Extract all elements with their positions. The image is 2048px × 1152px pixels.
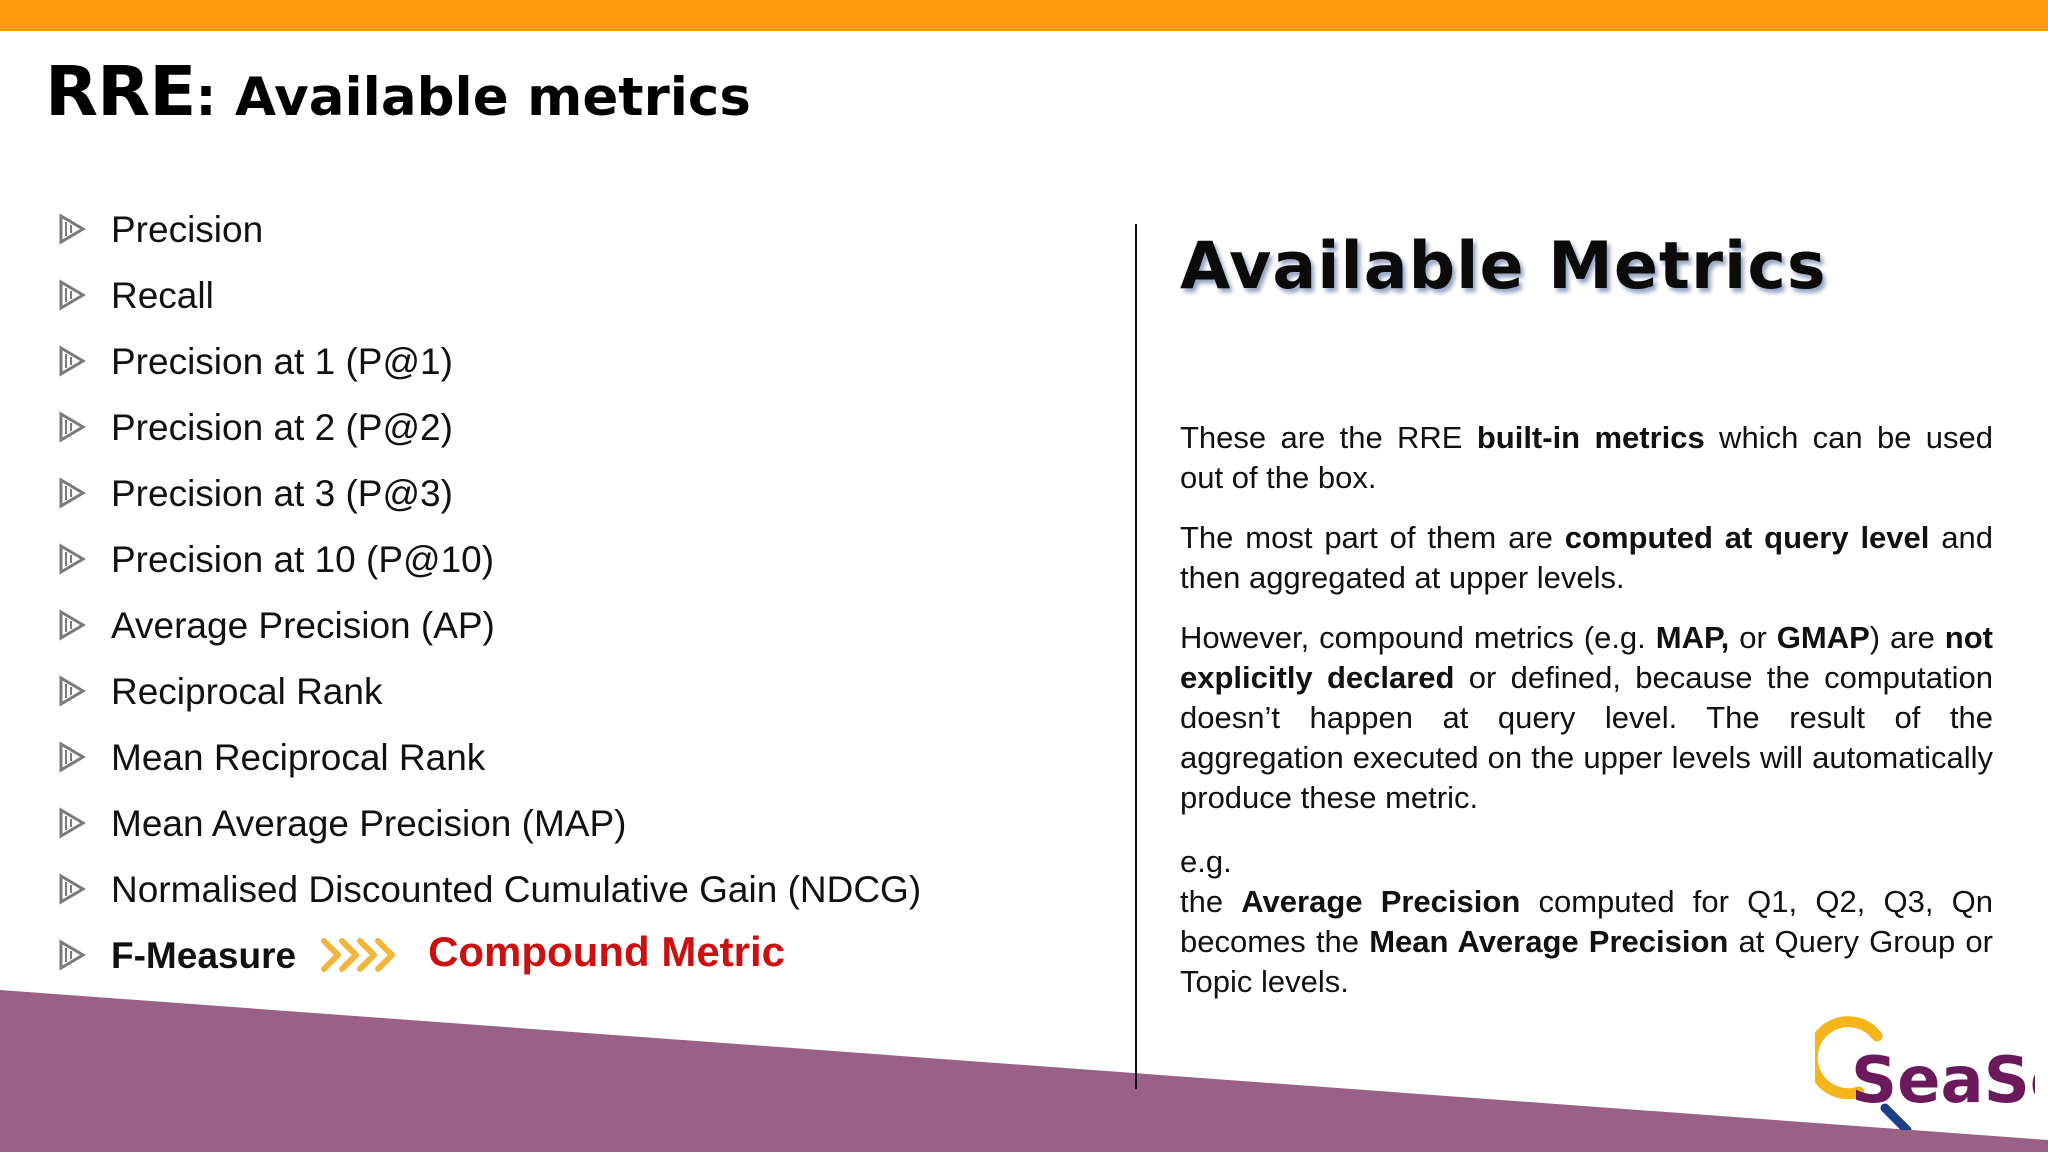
triangle-bullet-icon	[59, 609, 86, 641]
bold-text-run: Average Precision	[1241, 884, 1521, 919]
list-item: Average Precision (AP)	[58, 592, 921, 658]
metric-label: Precision at 10 (P@10)	[111, 538, 495, 580]
text-run: The most part of them are	[1180, 520, 1565, 555]
triangle-bullet-icon	[59, 543, 86, 575]
metric-label: F-Measure	[111, 934, 297, 976]
text-run: or defined, because the computation does…	[1180, 660, 1993, 815]
metric-label: Precision at 1 (P@1)	[111, 340, 453, 382]
top-accent-bar	[0, 0, 2048, 31]
metric-label: Reciprocal Rank	[111, 670, 383, 712]
slide-title-main: RRE	[45, 52, 196, 132]
metric-label: Precision at 3 (P@3)	[111, 472, 453, 514]
slide-title: RRE: Available metrics	[45, 58, 751, 127]
list-item: Precision at 3 (P@3)	[58, 460, 921, 526]
metric-label: Mean Average Precision (MAP)	[111, 802, 627, 844]
list-item: Reciprocal Rank	[58, 658, 921, 724]
metric-list: Precision Recall Precision at 1 (P@1)	[58, 196, 921, 988]
text-run: and then aggregated at upper levels.	[1180, 520, 1993, 595]
text-run: ) are	[1869, 620, 1945, 655]
metric-label: Normalised Discounted Cumulative Gain (N…	[111, 868, 922, 910]
metric-label: Precision	[111, 208, 264, 250]
bold-text-run: Mean Average Precision	[1369, 924, 1729, 959]
metric-label: Average Precision (AP)	[111, 604, 495, 646]
triangle-bullet-icon	[59, 477, 86, 509]
list-item: Precision at 10 (P@10)	[58, 526, 921, 592]
panel-paragraph-2: The most part of them are computed at qu…	[1180, 518, 1993, 598]
bold-text-run: MAP,	[1655, 620, 1730, 655]
triangle-bullet-icon	[59, 675, 86, 707]
triangle-bullet-icon	[59, 279, 86, 311]
triangle-bullet-icon	[59, 213, 86, 245]
eg-label: e.g.	[1180, 844, 1232, 879]
list-item: Precision at 2 (P@2)	[58, 394, 921, 460]
panel-heading: Available Metrics	[1180, 229, 1827, 304]
list-item: Mean Average Precision (MAP)	[58, 790, 921, 856]
text-run: at Query Group or Topic levels.	[1180, 924, 1993, 999]
text-run: the	[1180, 884, 1242, 919]
bold-text-run: not explicitly declared	[1180, 620, 1993, 695]
vertical-divider	[1135, 224, 1137, 1089]
bold-text-run: built-in metrics	[1476, 420, 1705, 455]
list-item: Precision	[58, 196, 921, 262]
list-item: Precision at 1 (P@1)	[58, 328, 921, 394]
triangle-bullet-icon	[59, 873, 86, 905]
metric-label: Recall	[111, 274, 214, 316]
compound-metric-label: Compound Metric	[428, 928, 786, 975]
metric-label: Mean Reciprocal Rank	[111, 736, 486, 778]
bold-text-run: GMAP	[1776, 620, 1870, 655]
triangle-bullet-icon	[59, 345, 86, 377]
sease-logo: SeaSe	[1815, 1016, 2035, 1130]
panel-paragraph-1: These are the RRE built-in metrics which…	[1180, 418, 1993, 498]
text-run: computed for Q1, Q2, Q3, Qn becomes the	[1180, 884, 1994, 959]
triangle-bullet-icon	[59, 411, 86, 443]
list-item: Mean Reciprocal Rank	[58, 724, 921, 790]
text-run: These are the RRE	[1180, 420, 1477, 455]
slide-title-rest: : Available metrics	[195, 67, 751, 128]
panel-paragraph-3: However, compound metrics (e.g. MAP, or …	[1180, 618, 1993, 818]
list-item: Normalised Discounted Cumulative Gain (N…	[58, 856, 921, 922]
logo-text: SeaSe	[1851, 1044, 2035, 1118]
metric-label: Precision at 2 (P@2)	[111, 406, 453, 448]
text-run: which can be used out of the box.	[1180, 420, 1993, 495]
triangle-bullet-icon	[59, 939, 86, 971]
triangle-bullet-icon	[59, 741, 86, 773]
triangle-bullet-icon	[59, 807, 86, 839]
text-run: However, compound metrics (e.g.	[1180, 620, 1656, 655]
panel-paragraph-4: e.g. the Average Precision computed for Q…	[1180, 842, 1993, 1002]
list-item: Recall	[58, 262, 921, 328]
bold-text-run: computed at query level	[1564, 520, 1930, 555]
panel-body: These are the RRE built-in metrics which…	[1180, 418, 1993, 1022]
text-run: or	[1729, 620, 1777, 655]
list-item-f-measure: F-Measure Compound Metric	[58, 922, 921, 988]
chevron-arrows-icon	[321, 938, 396, 972]
